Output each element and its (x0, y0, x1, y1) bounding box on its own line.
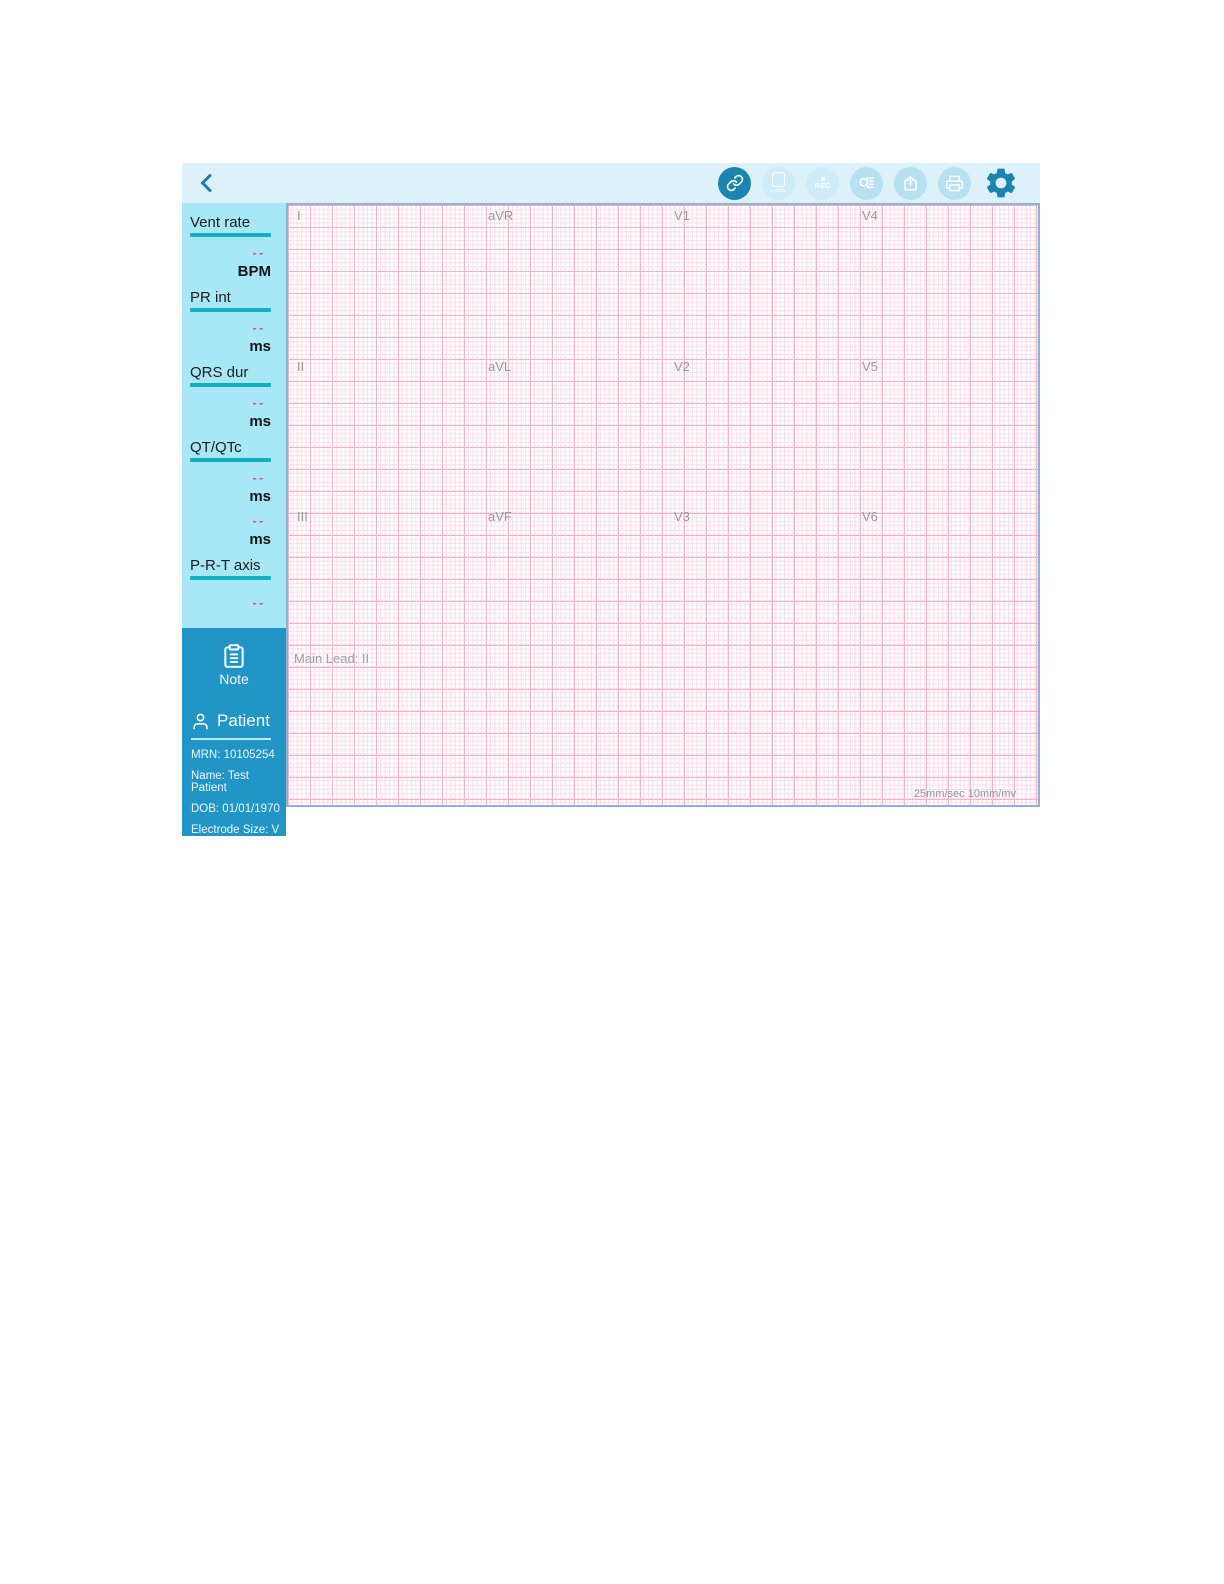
qtc-value: -- (252, 513, 266, 528)
lead-label-III: III (297, 509, 308, 524)
pr-int-unit: ms (249, 338, 271, 355)
lead-label-aVR: aVR (488, 208, 514, 223)
lead-label-V5: V5 (862, 359, 878, 374)
qt-qtc-underline (190, 458, 271, 462)
lead-label-V2: V2 (674, 359, 690, 374)
review-button[interactable] (850, 166, 883, 200)
lead-label-V4: V4 (862, 208, 878, 223)
patient-underline (191, 738, 271, 740)
note-button-label: Note (219, 671, 249, 687)
lead-label-V1: V1 (674, 208, 690, 223)
back-chevron-icon (195, 171, 219, 195)
gear-icon (983, 165, 1019, 201)
person-icon (191, 712, 210, 731)
lead-label-V3: V3 (674, 509, 690, 524)
vent-rate-unit: BPM (237, 263, 271, 280)
record-button[interactable]: REC (806, 166, 839, 200)
pr-int-label: PR int (190, 289, 231, 306)
patient-section-title: Patient (217, 711, 270, 730)
main-lead-label: Main Lead: II (294, 651, 370, 666)
lead-label-II: II (297, 359, 305, 374)
leads-tablet-icon (772, 172, 785, 187)
toolbar: Leads REC (182, 163, 1040, 203)
patient-panel: Note Patient MRN: 10105254 Name: Test Pa… (182, 628, 286, 836)
back-button[interactable] (192, 168, 222, 198)
clipboard-icon (221, 643, 247, 669)
calibration-label: 25mm/sec 10mm/mv (913, 788, 1016, 800)
magnifier-document-icon (857, 174, 876, 193)
share-button[interactable] (894, 166, 927, 200)
settings-button[interactable] (982, 164, 1020, 202)
print-button[interactable] (938, 166, 971, 200)
sidebar: Vent rate -- BPM PR int -- ms QRS dur --… (182, 203, 286, 836)
ecg-app-window: Leads REC (182, 163, 1040, 836)
qrs-dur-unit: ms (249, 413, 271, 430)
patient-mrn: MRN: 10105254 (191, 749, 275, 761)
record-dot-icon (820, 176, 825, 181)
lead-label-I: I (297, 208, 301, 223)
vent-rate-value: -- (252, 245, 266, 260)
prt-axis-underline (190, 576, 271, 580)
share-icon (901, 174, 920, 193)
pr-int-underline (190, 308, 271, 312)
record-button-label: REC (814, 182, 831, 190)
patient-dob: DOB: 01/01/1970 (191, 803, 280, 815)
qtc-unit: ms (249, 531, 271, 548)
leads-button-label: Leads (771, 188, 786, 194)
prt-axis-label: P-R-T axis (190, 557, 261, 574)
pr-int-value: -- (252, 320, 266, 335)
app-body: Vent rate -- BPM PR int -- ms QRS dur --… (182, 203, 1040, 836)
ecg-grid-paper: I aVR V1 V4 II aVL V2 V5 III aVF V3 V6 M… (286, 203, 1040, 807)
qrs-dur-label: QRS dur (190, 364, 249, 381)
qrs-dur-underline (190, 383, 271, 387)
leads-button[interactable]: Leads (762, 166, 795, 200)
qt-qtc-label: QT/QTc (190, 439, 242, 456)
lead-label-V6: V6 (862, 509, 878, 524)
lead-label-aVF: aVF (488, 509, 512, 524)
vent-rate-underline (190, 233, 271, 237)
lead-label-aVL: aVL (488, 359, 512, 374)
qrs-dur-value: -- (252, 395, 266, 410)
p-axis-value: -- (252, 595, 266, 610)
patient-electrode-size: Electrode Size: V (191, 824, 280, 836)
connect-button[interactable] (718, 166, 751, 200)
patient-section-header[interactable]: Patient (182, 711, 286, 731)
link-icon (726, 174, 744, 192)
qt-value: -- (252, 470, 266, 485)
toolbar-actions: Leads REC (718, 164, 1020, 202)
printer-icon (945, 174, 964, 193)
note-button[interactable]: Note (182, 643, 286, 687)
measurements-panel: Vent rate -- BPM PR int -- ms QRS dur --… (182, 203, 286, 667)
patient-name: Name: Test Patient (191, 770, 249, 794)
qt-unit: ms (249, 488, 271, 505)
vent-rate-label: Vent rate (190, 214, 251, 231)
